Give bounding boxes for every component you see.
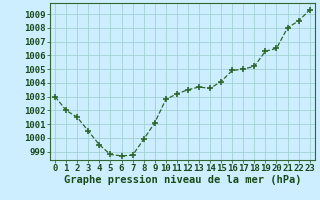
X-axis label: Graphe pression niveau de la mer (hPa): Graphe pression niveau de la mer (hPa) xyxy=(64,175,301,185)
